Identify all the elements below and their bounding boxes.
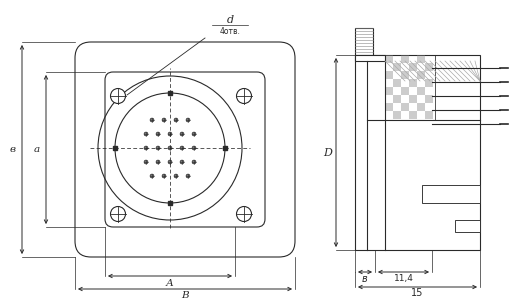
- Text: 15: 15: [412, 288, 424, 298]
- Circle shape: [150, 174, 154, 178]
- Text: А: А: [166, 279, 174, 289]
- Circle shape: [236, 88, 251, 103]
- Bar: [425, 95, 433, 103]
- Circle shape: [192, 132, 196, 136]
- Bar: [385, 55, 435, 120]
- Circle shape: [186, 118, 190, 122]
- Bar: [401, 71, 409, 79]
- Bar: [393, 79, 401, 87]
- Circle shape: [111, 206, 125, 221]
- Circle shape: [162, 174, 166, 178]
- Text: В: В: [181, 292, 189, 300]
- Text: 11,4: 11,4: [394, 274, 414, 284]
- Bar: [401, 103, 409, 111]
- Text: d: d: [226, 15, 234, 25]
- Bar: [409, 79, 417, 87]
- Circle shape: [111, 88, 125, 103]
- Bar: [425, 63, 433, 71]
- Bar: [417, 55, 425, 63]
- Circle shape: [180, 132, 184, 136]
- Text: 4отв.: 4отв.: [220, 27, 241, 35]
- Bar: [425, 79, 433, 87]
- Bar: [425, 111, 433, 119]
- Bar: [385, 103, 393, 111]
- Bar: [409, 111, 417, 119]
- Bar: [417, 87, 425, 95]
- Bar: [393, 95, 401, 103]
- Bar: [393, 63, 401, 71]
- Circle shape: [156, 146, 160, 150]
- Bar: [355, 28, 373, 55]
- Circle shape: [174, 174, 178, 178]
- Circle shape: [174, 118, 178, 122]
- Circle shape: [168, 132, 172, 136]
- Circle shape: [180, 160, 184, 164]
- Bar: [455, 220, 480, 232]
- Bar: [422, 185, 480, 203]
- Bar: [385, 71, 393, 79]
- FancyBboxPatch shape: [75, 42, 295, 257]
- Bar: [355, 55, 480, 250]
- Circle shape: [192, 160, 196, 164]
- Bar: [409, 95, 417, 103]
- Bar: [385, 55, 393, 63]
- Circle shape: [236, 206, 251, 221]
- Circle shape: [168, 146, 172, 150]
- Circle shape: [186, 174, 190, 178]
- Bar: [401, 55, 409, 63]
- Circle shape: [150, 118, 154, 122]
- Circle shape: [144, 132, 148, 136]
- Circle shape: [168, 160, 172, 164]
- Circle shape: [162, 118, 166, 122]
- Text: а: а: [34, 145, 40, 154]
- Circle shape: [180, 146, 184, 150]
- Bar: [417, 103, 425, 111]
- Circle shape: [144, 146, 148, 150]
- Circle shape: [144, 160, 148, 164]
- Bar: [385, 87, 393, 95]
- Bar: [393, 111, 401, 119]
- Circle shape: [192, 146, 196, 150]
- Bar: [409, 63, 417, 71]
- Text: в: в: [362, 274, 368, 284]
- Circle shape: [156, 132, 160, 136]
- Bar: [355, 55, 385, 61]
- Text: D: D: [324, 148, 332, 157]
- Text: в: в: [10, 145, 16, 154]
- Circle shape: [156, 160, 160, 164]
- Bar: [417, 71, 425, 79]
- Bar: [401, 87, 409, 95]
